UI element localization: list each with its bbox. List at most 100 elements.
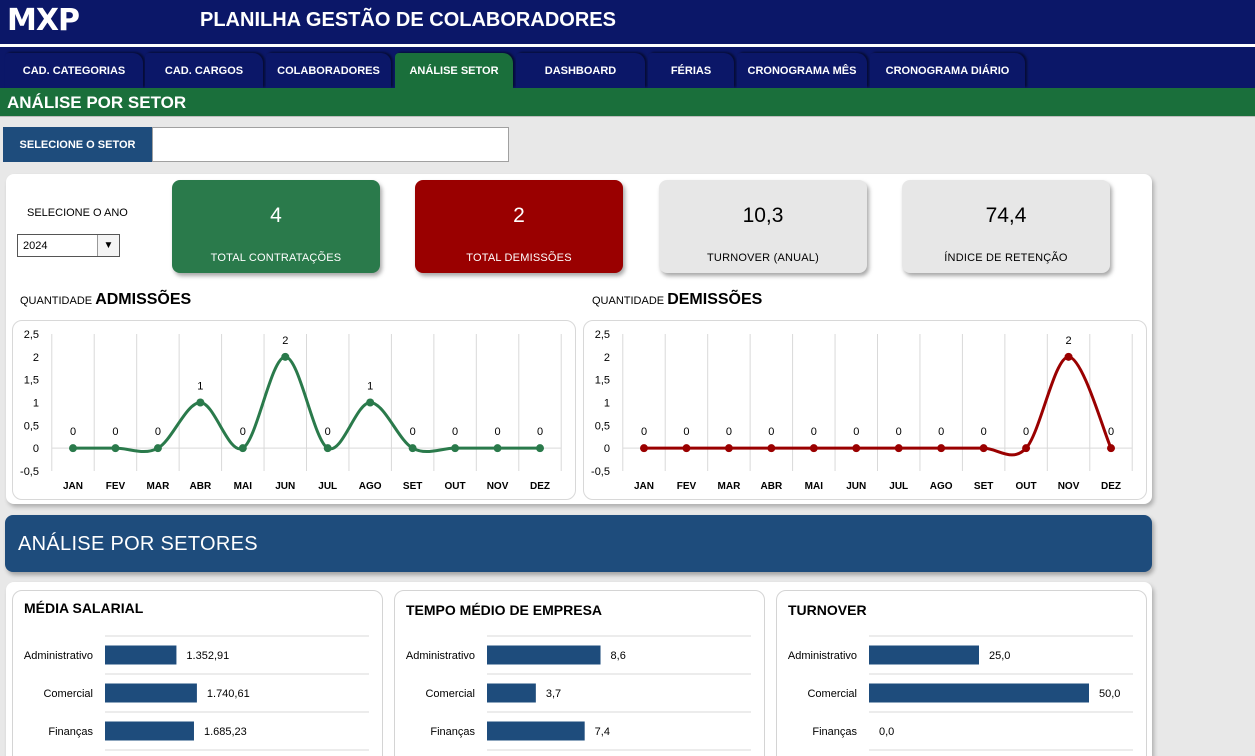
admissoes-ytick-label: 0,5: [24, 420, 39, 432]
tab-cronograma-mes[interactable]: CRONOGRAMA MÊS: [737, 53, 867, 88]
admissoes-data-label: 0: [494, 426, 500, 438]
title-bar: [0, 0, 1255, 44]
demissoes-xtick-label: NOV: [1058, 481, 1080, 492]
media-salarial-bar: [105, 721, 194, 741]
admissoes-xtick-label: JUL: [318, 481, 337, 492]
tab-colaboradores[interactable]: COLABORADORES: [266, 53, 391, 88]
admissoes-data-point: [366, 398, 375, 407]
turnover-category-label: Administrativo: [788, 650, 857, 662]
dropdown-arrow-icon[interactable]: ▼: [97, 235, 119, 256]
admissoes-data-point: [238, 444, 247, 453]
kpi-label: ÍNDICE DE RETENÇÃO: [944, 252, 1068, 264]
admissoes-data-point: [323, 444, 332, 453]
demissoes-xtick-label: SET: [974, 481, 993, 492]
kpi-value: 2: [513, 204, 525, 227]
turnover-bar: [869, 683, 1089, 703]
kpi-turnover-anual: 10,3 TURNOVER (ANUAL): [659, 180, 867, 273]
kpi-label: TOTAL DEMISSÕES: [466, 252, 572, 264]
demissoes-xtick-label: DEZ: [1101, 481, 1121, 492]
tab-cronograma-diario[interactable]: CRONOGRAMA DIÁRIO: [870, 53, 1025, 88]
admissoes-chart: 2,5 2 1,5 1 0,5 0 -0,5 JAN FEV MAR ABR MAI JUN JUL AGO…: [12, 320, 576, 500]
sector-filter-input[interactable]: [152, 127, 509, 162]
demissoes-data-point: [1064, 352, 1073, 361]
media-salarial-value-label: 1.740,61: [207, 688, 250, 700]
admissoes-xtick-label: NOV: [487, 481, 509, 492]
demissoes-data-point: [682, 444, 691, 453]
demissoes-xtick-label: FEV: [677, 481, 697, 492]
turnover-bar: [869, 645, 979, 665]
admissoes-ytick-label: 2,5: [24, 329, 39, 341]
tempo-medio-category-label: Administrativo: [406, 650, 475, 662]
media-salarial-card: Administrativo 1.352,91 Comercial 1.740,61 F…: [12, 590, 383, 756]
admissoes-data-label: 0: [452, 426, 458, 438]
demissoes-data-label: 0: [726, 426, 732, 438]
sector-filter-label: SELECIONE O SETOR: [3, 127, 152, 162]
admissoes-title-main: ADMISSÕES: [95, 291, 192, 308]
demissoes-data-label: 0: [1108, 426, 1114, 438]
demissoes-data-label: 0: [641, 426, 647, 438]
media-salarial-chart: Administrativo 1.352,91 Comercial 1.740,61 F…: [24, 635, 369, 751]
demissoes-xtick-label: MAR: [718, 481, 742, 492]
admissoes-xtick-label: MAR: [147, 481, 171, 492]
demissoes-chart: 2,5 2 1,5 1 0,5 0 -0,5 JAN FEV MAR ABR MAI JUN JUL AGO…: [583, 320, 1147, 500]
admissoes-data-point: [196, 398, 205, 407]
admissoes-data-label: 1: [197, 381, 203, 393]
admissoes-data-point: [451, 444, 460, 453]
admissoes-title-prefix: QUANTIDADE: [20, 295, 93, 307]
demissoes-ytick-label: 2: [604, 352, 610, 364]
admissoes-xtick-label: JUN: [275, 481, 295, 492]
demissoes-data-point: [1107, 444, 1115, 453]
demissoes-xtick-label: MAI: [805, 481, 824, 492]
demissoes-title-main: DEMISSÕES: [667, 291, 763, 308]
media-salarial-category-label: Comercial: [43, 688, 93, 700]
tab-dashboard[interactable]: DASHBOARD: [516, 53, 645, 88]
media-salarial-category-label: Finanças: [48, 726, 93, 738]
admissoes-chart-title: QUANTIDADE ADMISSÕES: [20, 291, 191, 309]
year-value: 2024: [23, 240, 48, 252]
section-title: ANÁLISE POR SETOR: [7, 93, 187, 112]
tab-cad-categorias[interactable]: CAD. CATEGORIAS: [5, 53, 143, 88]
demissoes-data-point: [1022, 444, 1031, 453]
admissoes-data-point: [281, 352, 290, 361]
demissoes-chart-title: QUANTIDADE DEMISSÕES: [592, 291, 762, 309]
admissoes-ytick-label: 2: [33, 352, 39, 364]
tab-analise-setor[interactable]: ANÁLISE SETOR: [395, 53, 513, 88]
admissoes-data-label: 0: [325, 426, 331, 438]
demissoes-xtick-label: JUL: [889, 481, 908, 492]
admissoes-data-label: 0: [155, 426, 161, 438]
turnover-value-label: 50,0: [1099, 688, 1120, 700]
year-select[interactable]: 2024 ▼: [17, 234, 120, 257]
demissoes-data-label: 0: [981, 426, 987, 438]
tempo-medio-bar: [487, 721, 585, 741]
admissoes-data-label: 2: [282, 335, 288, 347]
demissoes-data-point: [724, 444, 733, 453]
tempo-medio-value-label: 8,6: [611, 650, 626, 662]
turnover-title: TURNOVER: [788, 602, 867, 618]
logo: MXP: [7, 3, 80, 38]
admissoes-data-label: 0: [537, 426, 543, 438]
media-salarial-value-label: 1.352,91: [186, 650, 229, 662]
kpi-value: 74,4: [985, 204, 1027, 227]
admissoes-xtick-label: JAN: [63, 481, 83, 492]
admissoes-data-point: [408, 444, 417, 453]
demissoes-data-point: [979, 444, 988, 453]
demissoes-data-point: [809, 444, 818, 453]
demissoes-ytick-label: 1: [604, 398, 610, 410]
demissoes-ytick-label: -0,5: [591, 466, 610, 478]
tempo-medio-value-label: 3,7: [546, 688, 561, 700]
turnover-value-label: 0,0: [879, 726, 894, 738]
demissoes-data-point: [852, 444, 861, 453]
tempo-medio-category-label: Comercial: [425, 688, 475, 700]
turnover-value-label: 25,0: [989, 650, 1010, 662]
tab-cad-cargos[interactable]: CAD. CARGOS: [145, 53, 263, 88]
kpi-label: TOTAL CONTRATAÇÕES: [210, 252, 342, 264]
admissoes-data-point: [111, 444, 120, 453]
demissoes-xtick-label: AGO: [930, 481, 953, 492]
admissoes-ytick-label: 1,5: [24, 375, 39, 387]
demissoes-data-label: 0: [1023, 426, 1029, 438]
admissoes-ytick-label: -0,5: [20, 466, 39, 478]
title-divider: [0, 44, 1255, 47]
tab-ferias[interactable]: FÉRIAS: [648, 53, 734, 88]
admissoes-xtick-label: OUT: [445, 481, 466, 492]
